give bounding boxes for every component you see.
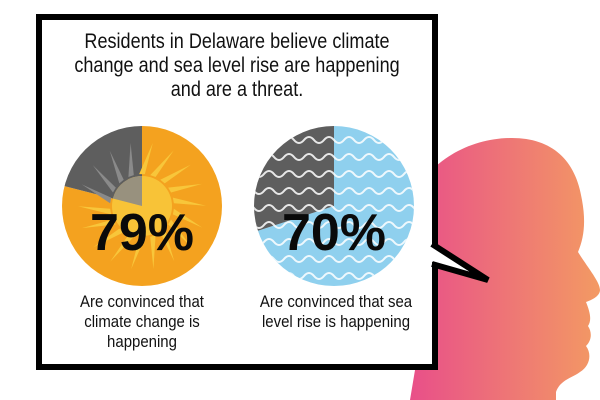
sun-ray	[160, 228, 175, 262]
sea-level-caption: Are convinced that sea level rise is hap…	[259, 292, 413, 331]
sun-ray	[150, 234, 156, 269]
wave-line	[254, 204, 414, 212]
slice-remainder	[254, 126, 334, 232]
sea-level-pie-chart: 70%	[254, 126, 414, 286]
sea-level-percent-label: 70%	[282, 204, 386, 262]
climate-change-pie-chart: 79%	[62, 126, 222, 286]
sun-ray	[92, 165, 116, 193]
headline: Residents in Delaware believe climate ch…	[74, 30, 400, 101]
wave-line	[254, 238, 414, 246]
sun-ray	[110, 234, 134, 262]
wave-line	[254, 170, 414, 178]
sun-ray	[168, 183, 203, 193]
sun-ray	[109, 150, 124, 184]
wave-line	[254, 153, 414, 161]
wave-line	[254, 221, 414, 229]
sun-ray	[81, 184, 112, 204]
sun-ray	[81, 219, 116, 229]
sun-ray	[160, 164, 191, 184]
sun-ray	[128, 143, 134, 178]
wave-line	[254, 187, 414, 195]
sun-ray	[93, 228, 124, 248]
climate-caption: Are convinced that climate change is hap…	[80, 292, 204, 351]
sun-ray	[168, 219, 192, 247]
slice-convinced	[256, 126, 414, 286]
sun-ray	[150, 150, 174, 178]
sun-ray	[172, 208, 203, 228]
climate-percent-label: 79%	[90, 204, 194, 262]
